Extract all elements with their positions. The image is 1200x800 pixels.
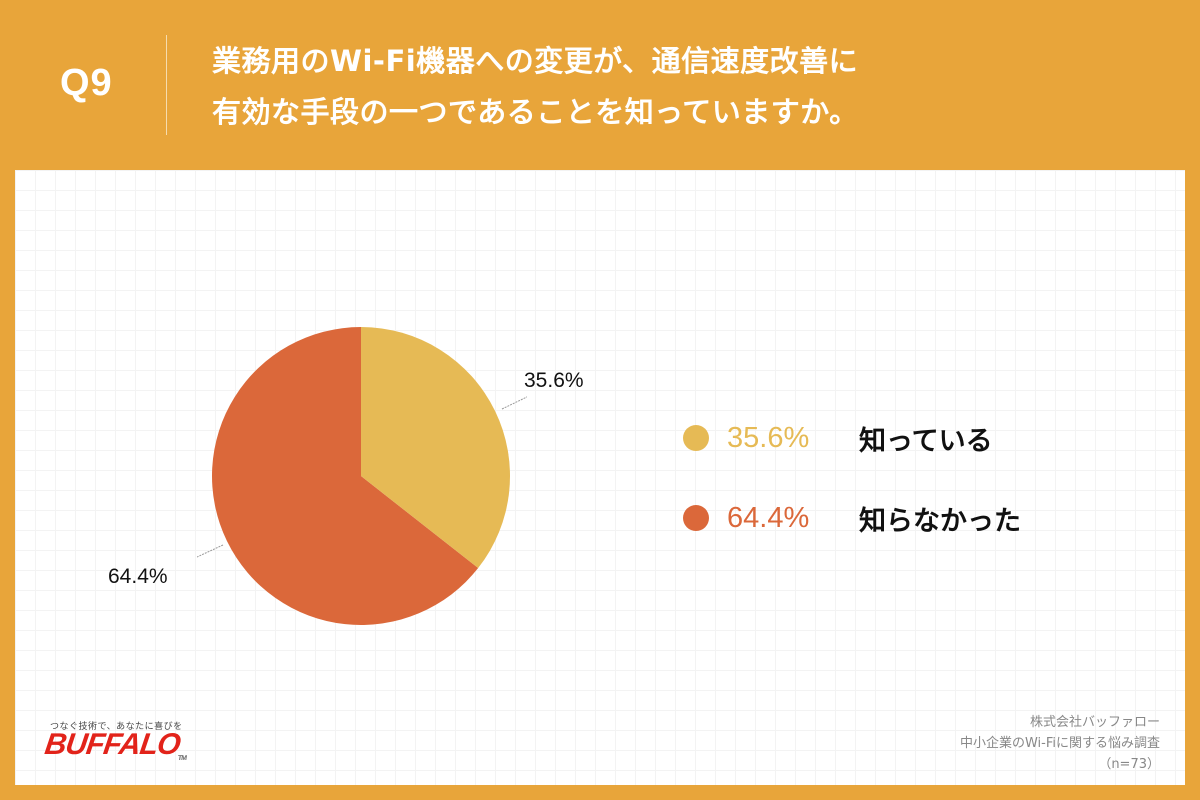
- legend-item-known: 35.6% 知っている: [683, 418, 1021, 458]
- trademark: TM: [177, 755, 187, 762]
- title-line-2: 有効な手段の一つであることを知っていますか。: [212, 95, 859, 129]
- pie-label-not-known: 64.4%: [108, 565, 168, 588]
- pie-label-known: 35.6%: [524, 369, 584, 392]
- pie-chart: [197, 327, 527, 625]
- brand-tagline: つなぐ技術で、あなたに喜びを: [50, 722, 183, 732]
- legend-item-not-known: 64.4% 知らなかった: [683, 498, 1021, 538]
- legend: 35.6% 知っている 64.4% 知らなかった: [683, 418, 1021, 578]
- legend-dot-icon: [683, 425, 709, 451]
- legend-label: 知っている: [859, 425, 993, 457]
- header-divider: [166, 35, 167, 135]
- leader-line-not-known: [197, 544, 224, 558]
- legend-pct: 35.6%: [727, 421, 810, 454]
- source-sample-size: （n=73）: [1098, 757, 1160, 772]
- question-title: 業務用のWi-Fi機器への変更が、通信速度改善に 有効な手段の一つであることを知…: [212, 36, 859, 138]
- source-note: 株式会社バッファロー 中小企業のWi-Fiに関する悩み調査 （n=73）: [960, 712, 1160, 775]
- legend-label: 知らなかった: [859, 505, 1021, 537]
- legend-dot-icon: [683, 505, 709, 531]
- title-line-1: 業務用のWi-Fi機器への変更が、通信速度改善に: [212, 44, 859, 78]
- pie-slice-not-known: [212, 327, 479, 625]
- legend-pct: 64.4%: [727, 501, 810, 534]
- question-number: Q9: [60, 62, 113, 104]
- buffalo-logo: BUFFALOTM: [42, 728, 187, 762]
- source-survey: 中小企業のWi-Fiに関する悩み調査: [959, 736, 1160, 751]
- chart-panel: 35.6% 64.4% 35.6% 知っている 64.4% 知らなかった: [15, 170, 1185, 785]
- pie-slice-known: [361, 327, 511, 569]
- source-company: 株式会社バッファロー: [1029, 715, 1160, 730]
- leader-line-known: [501, 396, 527, 410]
